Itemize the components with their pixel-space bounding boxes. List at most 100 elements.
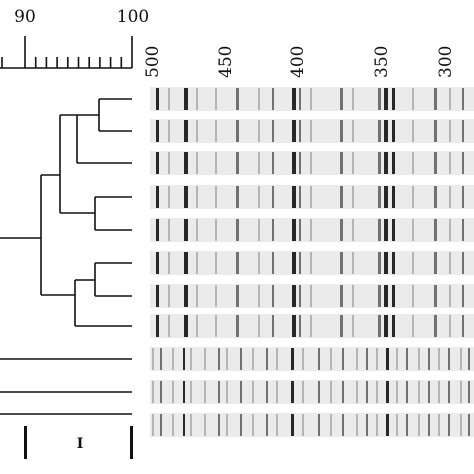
gel-band [384,252,388,274]
gel-band [356,348,358,370]
lane-background [150,380,474,404]
gel-band [310,252,312,274]
gel-band [236,88,239,110]
gel-band [299,252,301,274]
gel-band [196,152,198,174]
gel-band [434,315,437,337]
gel-band [272,285,274,307]
gel-band [218,381,220,403]
gel-band [392,315,395,337]
gel-lane [150,218,474,242]
gel-band [449,315,451,337]
size-marker-350: 350 [372,46,392,78]
gel-band [434,120,437,142]
dendrogram-tree [0,98,132,415]
gel-band [438,348,440,370]
gel-band [266,381,268,403]
gel-band [156,88,159,110]
gel-band [292,219,296,241]
gel-band [168,186,170,208]
gel-band [236,285,239,307]
gel-band [291,414,294,436]
gel-band [302,381,304,403]
gel-band [266,348,268,370]
gel-band [291,348,294,370]
gel-band [258,152,260,174]
gel-band [340,186,343,208]
gel-band [378,120,381,142]
gel-band [196,252,198,274]
gel-band [172,414,174,436]
gel-band [292,120,296,142]
gel-band [252,414,254,436]
cluster-bracket-left [24,426,27,459]
gel-band [292,315,296,337]
gel-band [236,252,239,274]
gel-band [340,219,343,241]
gel-band [448,348,450,370]
gel-band [152,381,154,403]
gel-band [460,414,462,436]
gel-band [168,219,170,241]
gel-band [366,348,368,370]
gel-band [168,88,170,110]
gel-band [428,414,430,436]
gel-band [272,219,274,241]
gel-band [352,315,354,337]
gel-band [384,285,388,307]
gel-band [172,381,174,403]
gel-band [292,285,296,307]
gel-lane [150,314,474,338]
gel-band [384,219,388,241]
gel-band [272,315,274,337]
gel-band [292,88,296,110]
gel-band [406,348,408,370]
gel-band [340,285,343,307]
gel-band [168,285,170,307]
gel-band [468,381,470,403]
gel-band [215,315,217,337]
gel-band [236,152,239,174]
gel-band [215,120,217,142]
gel-band [376,348,378,370]
gel-band [386,348,389,370]
gel-band [184,285,188,307]
gel-band [196,88,198,110]
gel-lane [150,251,474,275]
gel-band [378,315,381,337]
gel-band [156,315,159,337]
gel-band [412,120,414,142]
gel-band [310,120,312,142]
gel-band [462,252,464,274]
gel-band [291,381,294,403]
gel-band [342,414,344,436]
gel-band [310,315,312,337]
gel-band [366,414,368,436]
gel-band [236,219,239,241]
gel-band [160,348,162,370]
gel-band [352,152,354,174]
gel-band [258,186,260,208]
gel-band [342,348,344,370]
gel-lane [150,87,474,111]
gel-band [378,152,381,174]
gel-band [252,381,254,403]
gel-band [366,381,368,403]
gel-band [172,348,174,370]
gel-band [386,381,389,403]
gel-band [215,219,217,241]
gel-band [384,88,388,110]
gel-band [392,88,395,110]
gel-band [272,186,274,208]
gel-lane [150,413,474,437]
gel-band [156,152,159,174]
gel-band [386,414,389,436]
gel-band [184,219,188,241]
gel-band [240,414,242,436]
gel-band [342,381,344,403]
gel-band [462,186,464,208]
gel-band [434,88,437,110]
gel-lanes [150,87,474,437]
scale-min-label: 90 [14,7,36,27]
gel-band [378,186,381,208]
